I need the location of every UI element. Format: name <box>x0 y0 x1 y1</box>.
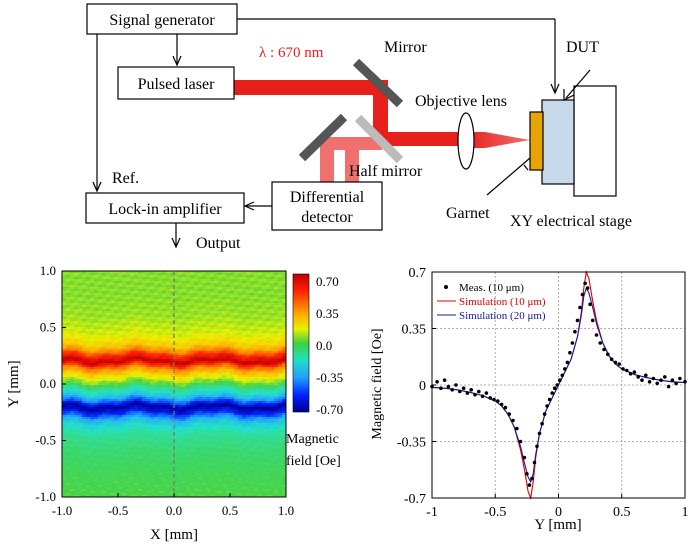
laser-beam <box>234 80 530 187</box>
garnet-block <box>529 111 544 171</box>
mirror-label: Mirror <box>384 39 427 56</box>
half-mirror-label: Half mirror <box>349 163 423 180</box>
mirror <box>352 58 404 108</box>
wavelength-label: λ : 670 nm <box>259 45 324 61</box>
differential-detector-label-line2: detector <box>301 209 353 226</box>
xy-stage-block <box>573 85 617 197</box>
differential-detector-label-line1: Differential <box>290 189 365 206</box>
dut-block <box>541 99 575 185</box>
heatmap-panel: -1.0 -0.5 0.0 0.5 1.01.00.50.0-0.5-1.0 X [mm… <box>6 263 343 543</box>
setup-diagram: Signal generator Pulsed laser Lock-in am… <box>85 3 632 252</box>
mirror-2 <box>298 113 348 162</box>
xy-stage-label: XY electrical stage <box>510 213 632 230</box>
garnet-label: Garnet <box>446 205 490 222</box>
lock-in-amplifier-box <box>85 192 245 224</box>
pulsed-laser-label: Pulsed laser <box>138 76 216 93</box>
half-mirror <box>354 114 404 164</box>
dut-label: DUT <box>566 39 599 56</box>
connection-lines <box>92 18 591 249</box>
output-label: Output <box>196 235 241 252</box>
pulsed-laser-box <box>117 66 235 100</box>
lock-in-amplifier-label: Lock-in amplifier <box>108 201 222 218</box>
objective-lens <box>457 112 475 170</box>
ref-label: Ref. <box>112 170 139 187</box>
objective-lens-label: Objective lens <box>415 93 507 110</box>
signal-generator-label: Signal generator <box>109 12 215 29</box>
